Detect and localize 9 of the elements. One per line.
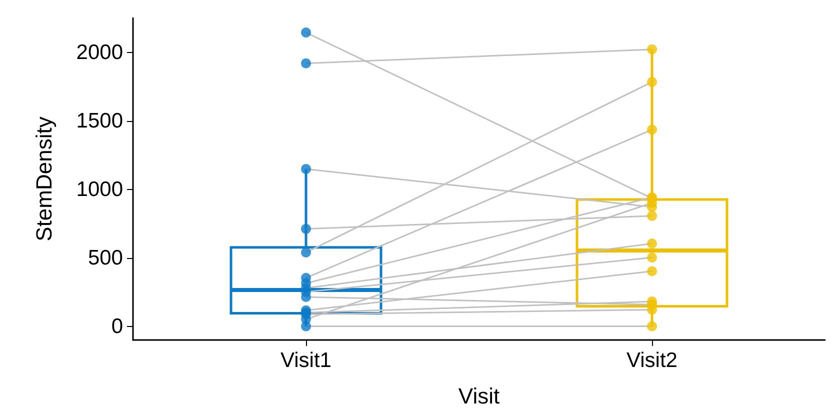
y-axis-title: StemDensity <box>32 116 56 242</box>
x-tick-label: Visit1 <box>280 349 332 372</box>
y-tick-label: 500 <box>88 246 123 270</box>
y-tick-label: 2000 <box>76 40 123 64</box>
y-tick-label: 1500 <box>76 109 123 132</box>
y-tick-label: 0 <box>111 314 123 338</box>
y-tick-label: 1000 <box>76 178 123 201</box>
x-axis-title: Visit <box>458 384 500 408</box>
x-tick-label: Visit2 <box>626 349 678 372</box>
